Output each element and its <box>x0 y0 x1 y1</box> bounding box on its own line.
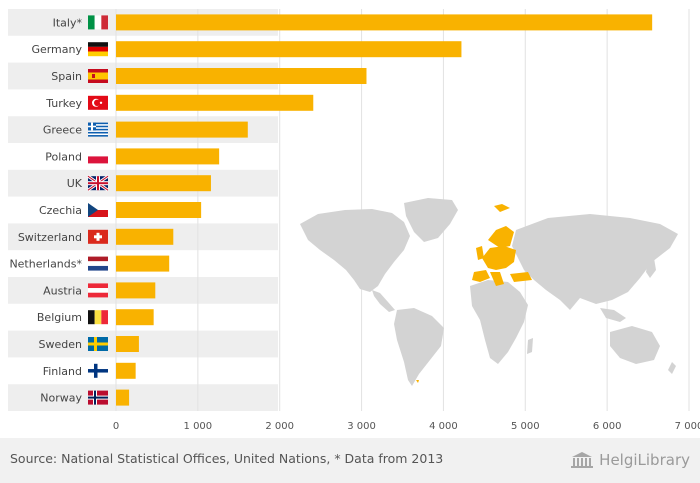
x-tick-label: 0 <box>113 421 119 432</box>
bar[interactable] <box>116 94 314 111</box>
uk-flag <box>87 174 109 192</box>
brand[interactable]: HelgiLibrary <box>570 447 690 473</box>
nl-flag <box>88 256 108 271</box>
row-band <box>8 330 278 358</box>
bar[interactable] <box>116 282 156 299</box>
category-label: Turkey <box>45 97 82 110</box>
bar[interactable] <box>116 148 220 165</box>
category-label: Poland <box>45 150 82 163</box>
es-flag <box>88 69 108 83</box>
pl-flag <box>88 149 108 164</box>
bar[interactable] <box>116 362 136 379</box>
de-flag <box>88 42 108 57</box>
bar[interactable] <box>116 309 154 326</box>
row-band <box>8 384 278 411</box>
source-note: Source: National Statistical Offices, Un… <box>10 451 444 466</box>
be-flag <box>88 310 108 325</box>
bar[interactable] <box>116 389 130 406</box>
no-flag <box>88 390 108 405</box>
cz-flag <box>88 203 108 217</box>
bar[interactable] <box>116 202 202 218</box>
x-tick-label: 4 000 <box>429 421 458 432</box>
gr-flag <box>88 122 108 137</box>
x-tick-label: 6 000 <box>593 421 622 432</box>
category-label: Norway <box>40 392 82 405</box>
category-label: Austria <box>43 284 82 297</box>
bar[interactable] <box>116 175 211 192</box>
footer: Source: National Statistical Offices, Un… <box>0 438 700 483</box>
bar[interactable] <box>116 255 170 272</box>
x-tick-label: 5 000 <box>511 421 540 432</box>
se-flag <box>88 337 108 351</box>
category-label: Finland <box>43 365 82 378</box>
it-flag <box>88 15 108 30</box>
library-building-icon <box>571 452 594 468</box>
bar[interactable] <box>116 336 139 352</box>
x-tick-label: 1 000 <box>184 421 213 432</box>
category-label: UK <box>67 177 83 190</box>
tr-flag <box>88 95 108 110</box>
category-label: Belgium <box>37 311 82 324</box>
category-label: Italy* <box>53 16 83 29</box>
category-labels: Italy* Germany Spain Turkey Greece Poland UK Cz… <box>9 16 82 404</box>
x-tick-label: 3 000 <box>347 421 376 432</box>
bar[interactable] <box>116 121 248 138</box>
fi-flag <box>88 363 108 378</box>
bar[interactable] <box>116 68 367 84</box>
category-label: Czechia <box>39 204 82 217</box>
bar[interactable] <box>116 41 462 58</box>
x-tick-label: 7 000 <box>675 421 700 432</box>
ch-flag <box>88 229 108 244</box>
x-tick-label: 2 000 <box>265 421 294 432</box>
category-label: Switzerland <box>18 231 82 244</box>
world-map <box>300 198 678 386</box>
bars <box>116 14 653 406</box>
flags <box>87 15 109 405</box>
x-axis-ticks: 0 1 000 2 000 3 000 4 000 5 000 6 000 7 000 <box>113 421 700 432</box>
category-label: Netherlands* <box>9 258 82 271</box>
bar[interactable] <box>116 14 653 31</box>
category-label: Sweden <box>39 338 82 351</box>
at-flag <box>88 283 108 298</box>
category-label: Germany <box>31 43 82 56</box>
category-label: Spain <box>51 70 82 83</box>
category-label: Greece <box>43 124 82 137</box>
bar-chart: Italy* Germany Spain Turkey Greece Poland UK Cz… <box>8 9 700 432</box>
brand-name: HelgiLibrary <box>599 451 690 469</box>
bar[interactable] <box>116 228 174 245</box>
